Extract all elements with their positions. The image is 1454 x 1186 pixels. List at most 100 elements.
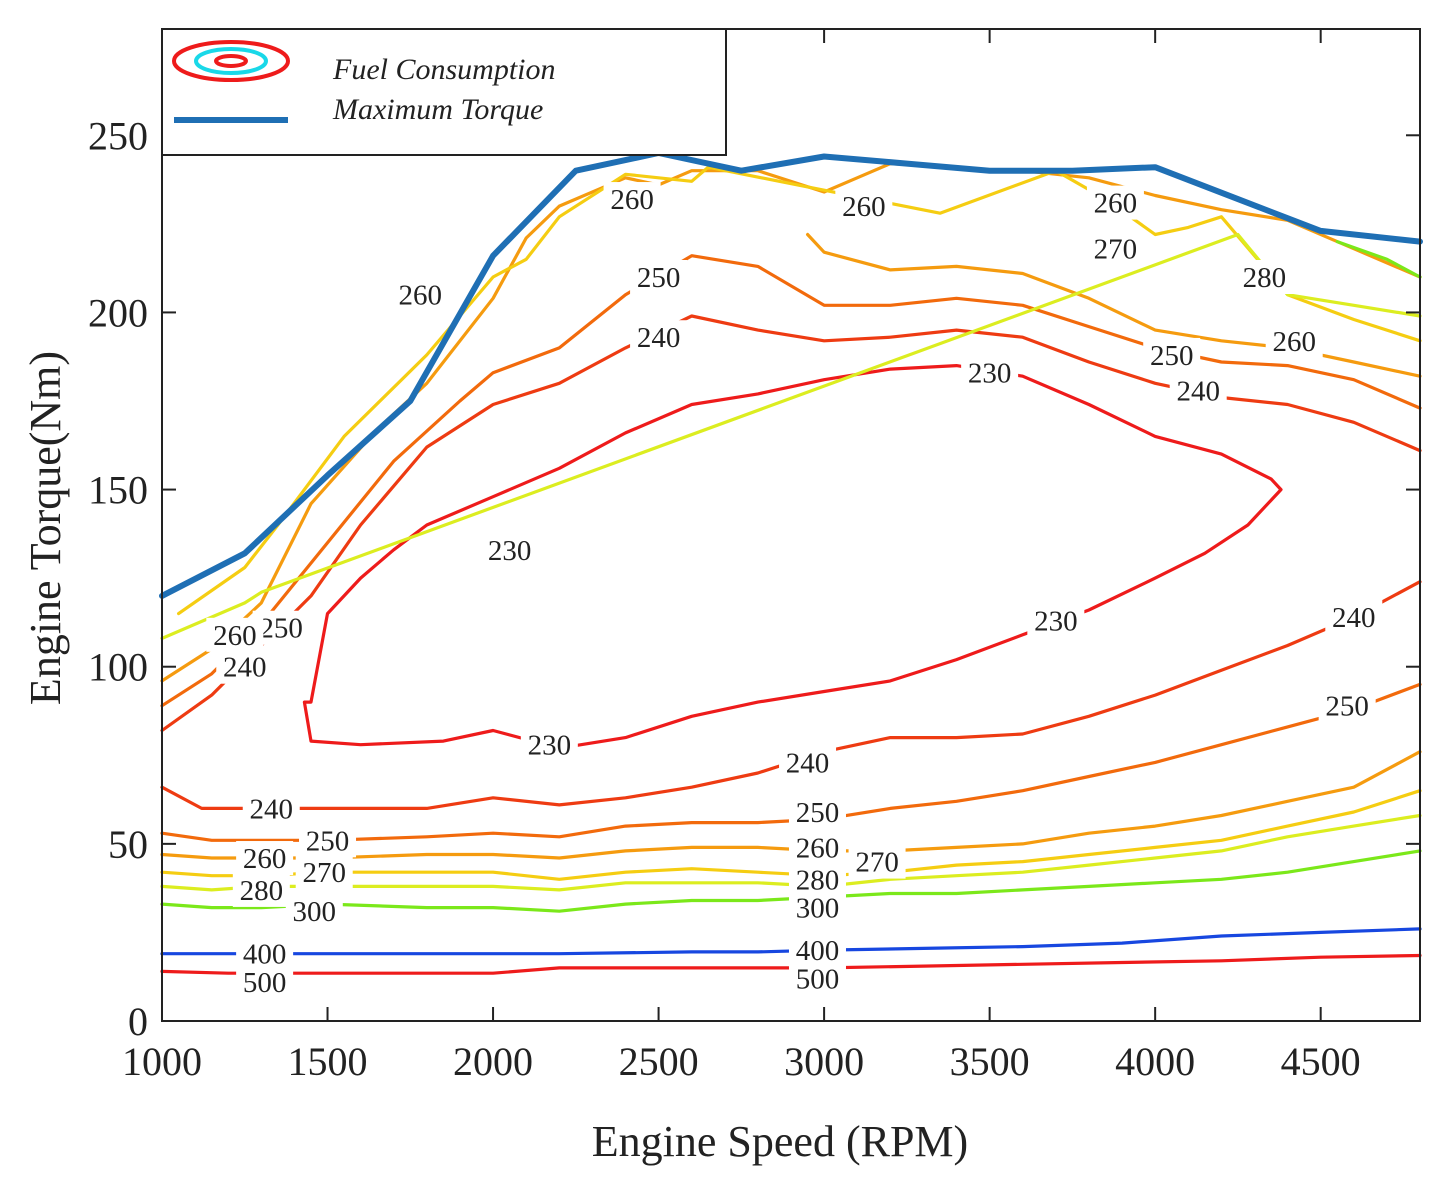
contour-line-270	[177, 165, 1422, 616]
contour-label-gap	[236, 841, 294, 876]
contour-label-240: 240	[637, 322, 681, 354]
contour-label-260: 260	[1272, 326, 1316, 358]
contour-label-260: 260	[213, 620, 257, 652]
contour-label-gap	[236, 936, 294, 971]
contour-label-240: 240	[223, 652, 267, 684]
x-tick-label: 3500	[950, 1039, 1030, 1084]
plot-frame	[161, 28, 1421, 1022]
contour-label-gap	[835, 189, 893, 224]
y-tick-label: 200	[88, 290, 148, 335]
contour-line-250	[160, 254, 1422, 708]
contour-label-270: 270	[1094, 234, 1138, 266]
contour-label-gap	[206, 617, 264, 652]
contour-label-gap	[1169, 373, 1227, 408]
contour-label-gap	[788, 862, 846, 897]
max-torque-series	[159, 150, 1423, 599]
contour-label-gap	[961, 355, 1019, 390]
y-tick-label: 150	[88, 468, 148, 513]
y-tick-label: 100	[88, 645, 148, 690]
legend-label-fuel-consumption: Fuel Consumption	[332, 53, 556, 86]
contour-label-300: 300	[796, 893, 840, 925]
contour-label-gap	[779, 745, 837, 780]
contour-label-gap	[603, 182, 661, 217]
legend: Fuel Consumption Maximum Torque	[161, 28, 727, 156]
contour-label-gap	[216, 649, 274, 684]
contour-label-240: 240	[1332, 602, 1376, 634]
contour-label-250: 250	[1150, 340, 1194, 372]
contour-line-300	[1335, 240, 1422, 279]
contour-label-270: 270	[855, 847, 899, 879]
x-axis-title: Engine Speed (RPM)	[592, 1117, 968, 1166]
contour-label-240: 240	[249, 793, 293, 825]
contour-label-250: 250	[259, 613, 303, 645]
contour-label-260: 260	[1094, 188, 1138, 220]
contour-label-240: 240	[1176, 375, 1220, 407]
contour-label-230: 230	[528, 730, 572, 762]
legend-label-maximum-torque: Maximum Torque	[332, 93, 543, 126]
y-tick-label: 0	[128, 999, 148, 1044]
x-tick-label: 3000	[784, 1039, 864, 1084]
x-tick-label: 1500	[288, 1039, 368, 1084]
contour-label-gap	[242, 791, 300, 826]
contour-label-gap	[788, 830, 846, 865]
contour-label-gap	[1027, 603, 1085, 638]
contour-label-230: 230	[968, 358, 1012, 390]
contour-label-gap	[1235, 260, 1293, 294]
contour-label-230: 230	[1034, 606, 1078, 638]
contour-line-240	[160, 314, 1422, 733]
y-axis-ticks: 0 50 100 150 200 250	[88, 113, 1420, 1044]
contour-line-260	[160, 162, 1422, 683]
contour-label-gap	[1325, 600, 1383, 635]
contour-label-gap	[520, 727, 578, 762]
contour-label-280: 280	[240, 875, 284, 907]
contour-label-gap	[1086, 231, 1144, 266]
contour-label-gap	[1318, 688, 1376, 723]
legend-box	[161, 28, 727, 156]
contour-label-gap	[285, 894, 343, 929]
contour-label-gap	[232, 872, 290, 907]
contour-label-gap	[848, 844, 906, 879]
contour-label-gap	[630, 320, 688, 355]
y-axis-title: Engine Torque(Nm)	[21, 351, 70, 705]
contour-label-230: 230	[488, 535, 532, 567]
contour-label-gap	[788, 794, 846, 829]
contour-labels: 2302302302302402402402402402402502502502…	[206, 182, 1383, 1000]
contour-label-gap	[299, 823, 357, 858]
contour-label-gap	[1265, 323, 1323, 358]
contour-label-gap	[788, 933, 846, 968]
contour-label-gap	[391, 277, 449, 312]
contour-label-500: 500	[243, 967, 287, 999]
contour-label-280: 280	[1243, 262, 1287, 294]
x-tick-label: 4000	[1115, 1039, 1195, 1084]
contour-label-300: 300	[293, 896, 337, 928]
x-tick-label: 4500	[1281, 1039, 1361, 1084]
y-tick-label: 250	[88, 113, 148, 158]
contour-label-250: 250	[306, 825, 350, 857]
contour-label-240: 240	[786, 747, 830, 779]
contour-label-260: 260	[842, 191, 886, 223]
contour-label-gap	[295, 855, 353, 890]
y-tick-label: 50	[108, 822, 148, 867]
contour-label-gap	[630, 260, 688, 294]
contour-label-gap	[481, 532, 539, 567]
contour-line-230	[302, 364, 1283, 750]
contour-label-260: 260	[610, 184, 654, 216]
contour-label-500: 500	[796, 963, 840, 995]
fuel-consumption-swatch	[172, 40, 290, 82]
contour-label-250: 250	[1325, 691, 1369, 723]
x-axis-ticks: 1000 1500 2000 2500 3000 3500 4000 4500	[122, 29, 1361, 1084]
contour-label-250: 250	[637, 262, 681, 294]
contour-label-gap	[788, 961, 846, 996]
x-tick-label: 2500	[619, 1039, 699, 1084]
x-tick-label: 1000	[122, 1039, 202, 1084]
contour-label-250: 250	[796, 797, 840, 829]
contour-label-gap	[1143, 337, 1201, 372]
contour-label-260: 260	[243, 843, 287, 875]
contour-label-gap	[788, 890, 846, 925]
contour-label-gap	[1086, 185, 1144, 220]
x-tick-label: 2000	[453, 1039, 533, 1084]
contour-label-270: 270	[302, 857, 346, 889]
contour-line-280	[160, 232, 1422, 640]
max-torque-line	[159, 150, 1423, 599]
